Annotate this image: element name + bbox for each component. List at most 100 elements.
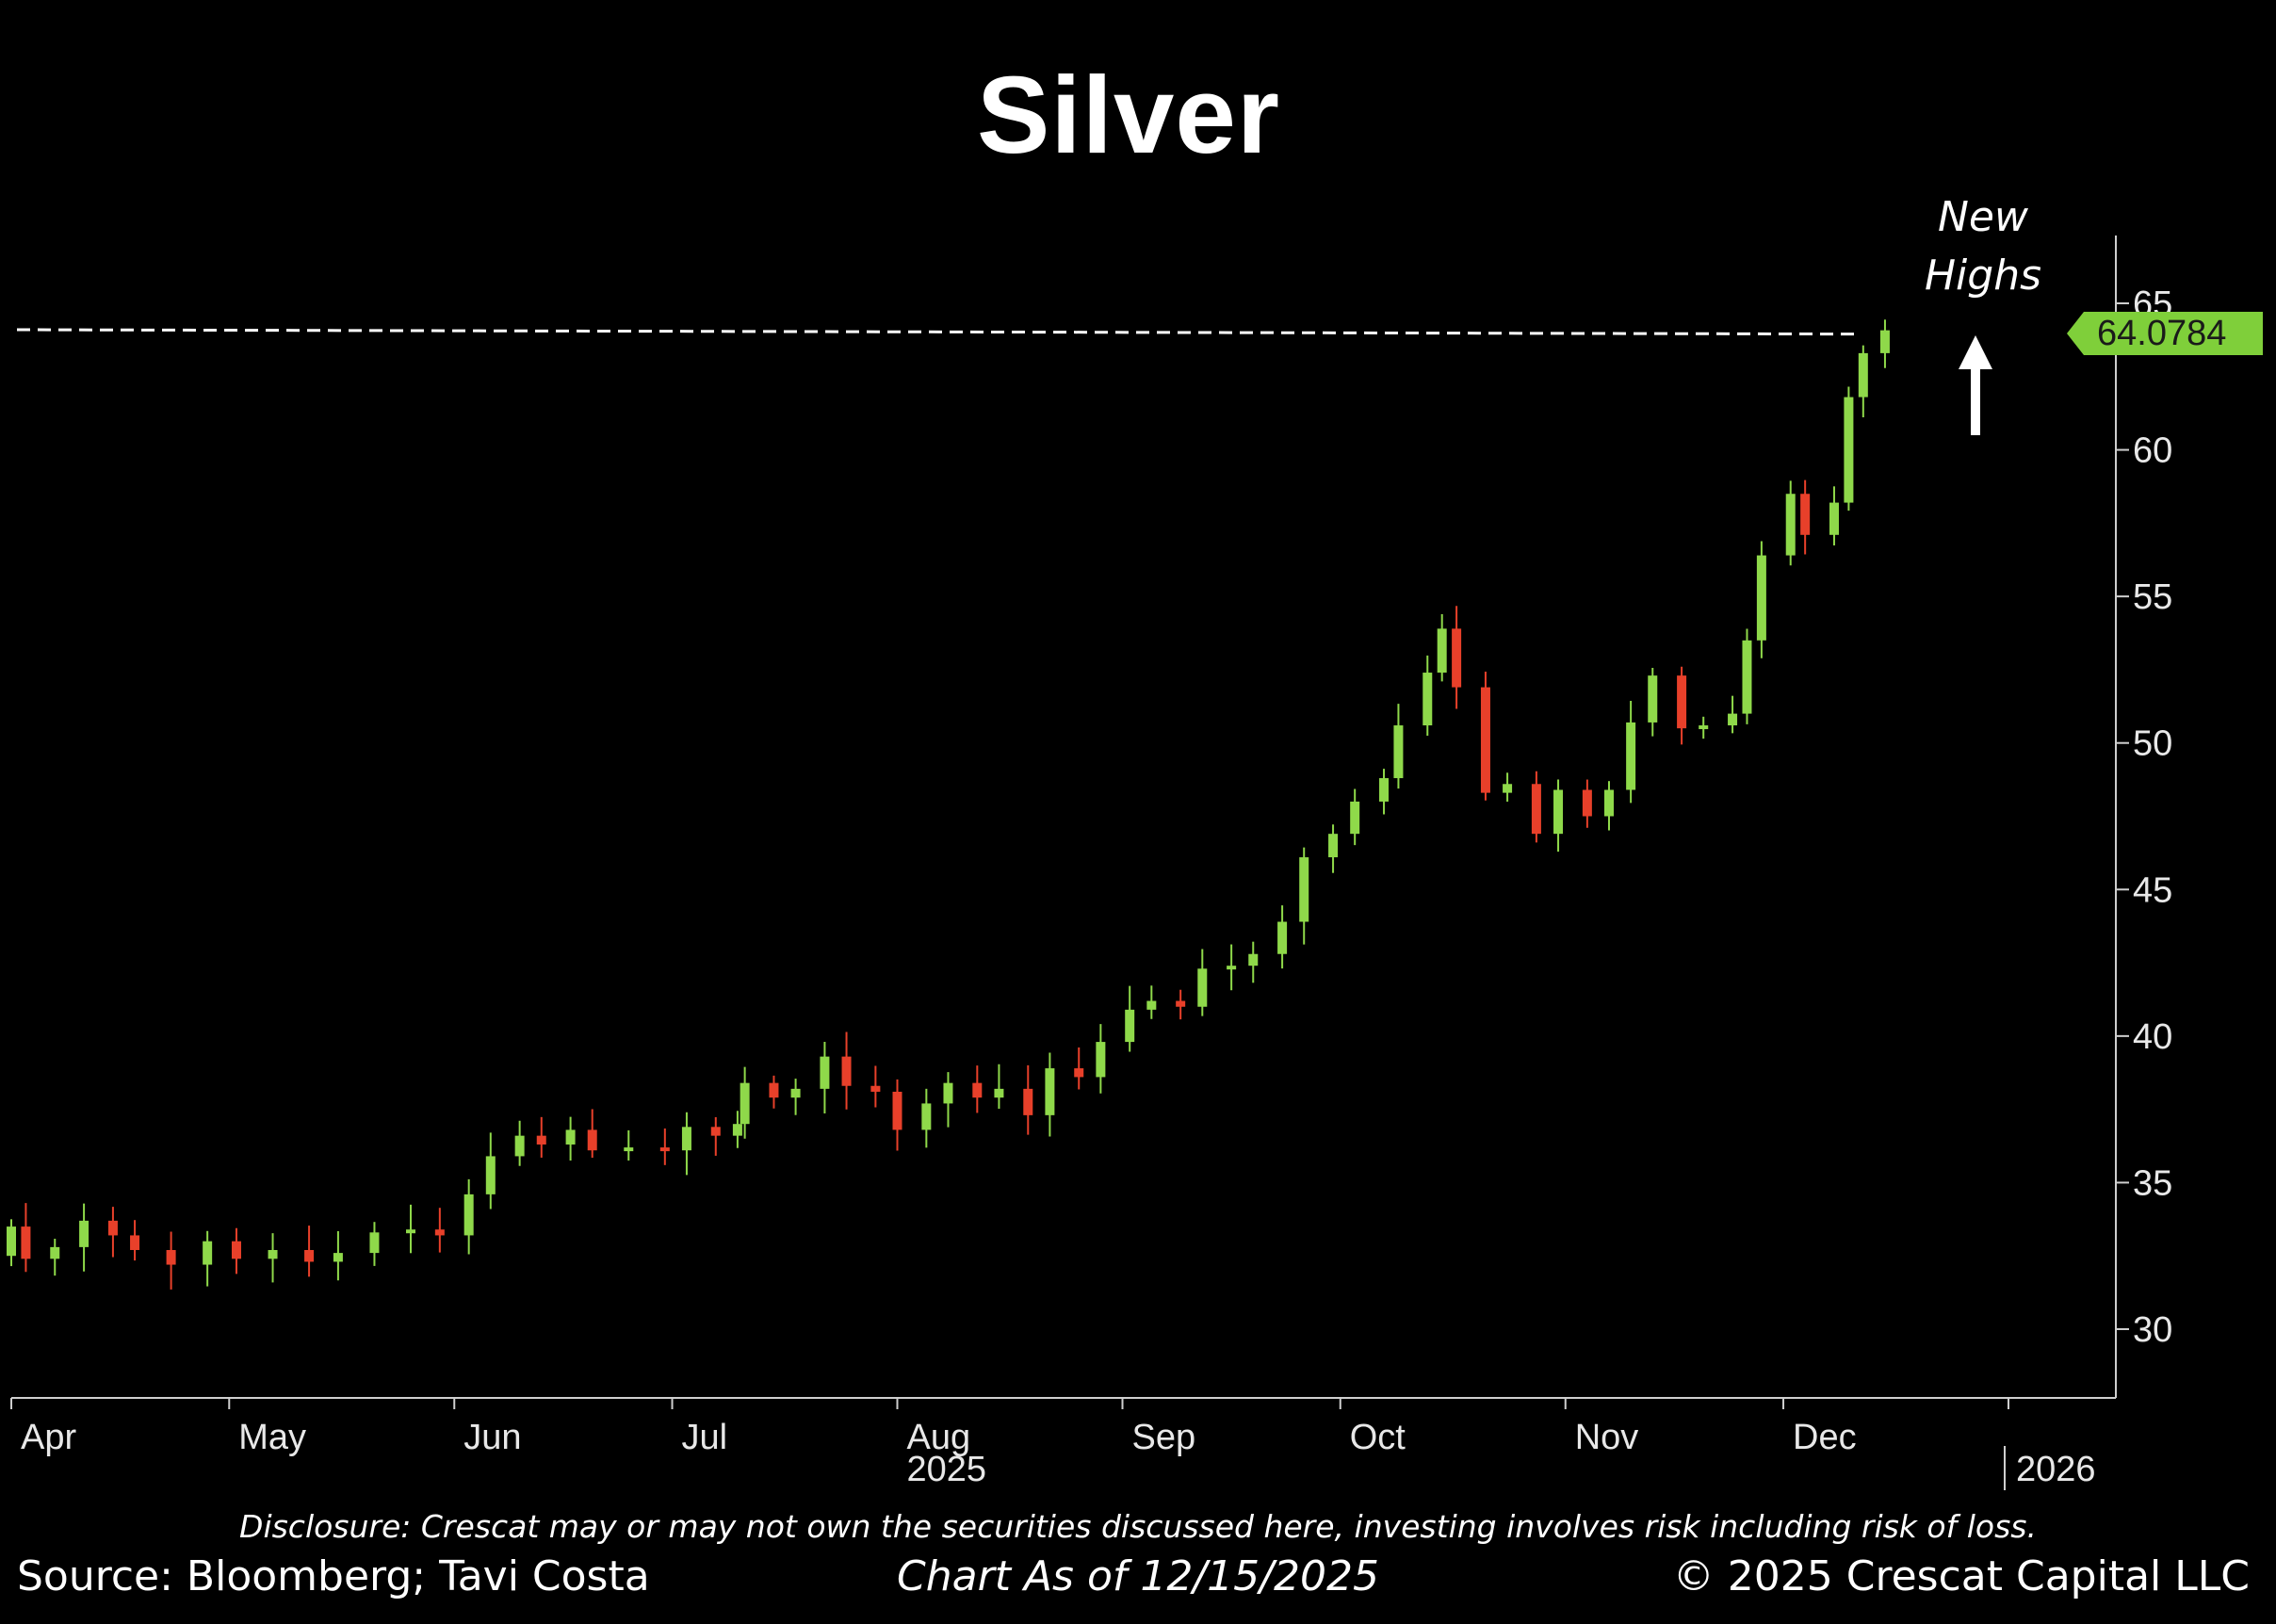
candle-body [268, 1249, 278, 1259]
candle-body [732, 1124, 742, 1136]
candle-body [1742, 640, 1752, 714]
x-tick-label: Jul [682, 1418, 728, 1457]
x-tick-label: Oct [1350, 1418, 1406, 1457]
candle-body [790, 1088, 801, 1098]
candle-body [1074, 1068, 1084, 1078]
candle-body [681, 1127, 691, 1151]
annotation-line-1: New [1938, 193, 2028, 241]
candle-body [21, 1226, 31, 1259]
candle-body [1277, 921, 1288, 954]
x-tick-label: Sep [1131, 1418, 1195, 1457]
candle-body [1626, 722, 1636, 790]
candle-body [1604, 789, 1614, 817]
candle-body [1393, 725, 1404, 779]
candle-body [79, 1220, 89, 1247]
candle-body [406, 1229, 415, 1234]
candle-body [1531, 784, 1541, 835]
new-highs-annotation: New Highs [1912, 188, 2054, 305]
candle-body [1350, 801, 1360, 835]
candle-body [1146, 1000, 1157, 1010]
x-tick-label: Apr [21, 1418, 76, 1457]
candle-body [1829, 502, 1839, 535]
candle-body [1756, 555, 1766, 641]
x-tick-label: Aug [907, 1418, 971, 1457]
candle-body [994, 1088, 1004, 1098]
candle-body [769, 1082, 779, 1098]
candle-body [333, 1253, 343, 1262]
chart-date-text: Chart As of 12/15/2025 [897, 1552, 1379, 1600]
candle-body [972, 1082, 983, 1098]
candle-body [107, 1220, 118, 1236]
candle-body [921, 1103, 932, 1130]
candle-body [166, 1249, 176, 1265]
candle-body [943, 1082, 953, 1104]
copyright-text: © 2025 Crescat Capital LLC [1672, 1552, 2250, 1600]
y-tick-label: 45 [2133, 870, 2172, 910]
candle-body [1096, 1042, 1106, 1078]
candle-body [1045, 1068, 1055, 1115]
candle-body [1699, 725, 1709, 730]
candle-body [1197, 968, 1208, 1007]
candle-body [1480, 687, 1490, 793]
candle-body [1379, 778, 1390, 802]
last-price-badge: 64.0784 [2067, 312, 2263, 355]
candle-body [1582, 789, 1592, 817]
candle-body [50, 1246, 60, 1259]
candle-body [841, 1056, 852, 1086]
candle-body [130, 1235, 140, 1250]
candle-body [565, 1129, 576, 1145]
candle-body [1437, 628, 1447, 674]
candle-body [1422, 673, 1433, 726]
candle-body [485, 1156, 496, 1194]
candle-body [1299, 857, 1309, 922]
annotation-line-2: Highs [1924, 252, 2042, 300]
new-high-dashed-line [16, 328, 1861, 336]
x-tick-label: Nov [1575, 1418, 1639, 1457]
y-tick-label: 60 [2133, 431, 2172, 471]
candle-body [1677, 675, 1687, 729]
candle-body [514, 1135, 525, 1157]
y-tick-label: 55 [2133, 577, 2172, 617]
candle-body [659, 1147, 670, 1152]
candle-body [231, 1241, 241, 1259]
x-tick-label: Dec [1793, 1418, 1857, 1457]
candle-body [1125, 1009, 1135, 1043]
candle-body [1785, 494, 1796, 556]
candle-body [1553, 789, 1564, 835]
candle-body [870, 1085, 881, 1092]
candle-body [1227, 966, 1237, 970]
candle-body [587, 1129, 597, 1151]
candle-body [7, 1226, 16, 1257]
candle-body [1800, 494, 1811, 535]
source-text: Source: Bloomberg; Tavi Costa [17, 1552, 650, 1600]
up-arrow-head [1959, 335, 1992, 369]
y-tick-label: 35 [2133, 1163, 2172, 1203]
candle-body [1503, 784, 1513, 793]
candle-body [203, 1241, 213, 1265]
chart-title: Silver [977, 54, 1280, 176]
y-tick-label: 30 [2133, 1310, 2172, 1350]
candle-body [1858, 352, 1868, 398]
candle-body [1728, 713, 1738, 726]
candle-body [1844, 397, 1854, 503]
x-year-label: 2026 [2016, 1450, 2096, 1489]
x-year-label: 2025 [907, 1450, 987, 1489]
candle-body [1023, 1088, 1033, 1115]
y-tick-label: 50 [2133, 724, 2172, 764]
candle-body [1648, 675, 1658, 723]
candle-body [536, 1135, 546, 1145]
candle-body [369, 1232, 380, 1254]
candle-body [463, 1194, 474, 1236]
candle-body [434, 1229, 445, 1236]
x-tick-label: May [238, 1418, 306, 1457]
candle-body [624, 1147, 634, 1152]
candle-body [710, 1127, 721, 1136]
x-tick-label: Jun [463, 1418, 521, 1457]
candle-body [1879, 330, 1890, 353]
candle-body [820, 1056, 830, 1089]
candle-body [304, 1249, 315, 1262]
disclosure-text: Disclosure: Crescat may or may not own t… [239, 1508, 2037, 1545]
candle-body [1248, 953, 1259, 966]
y-tick-label: 40 [2133, 1017, 2172, 1057]
